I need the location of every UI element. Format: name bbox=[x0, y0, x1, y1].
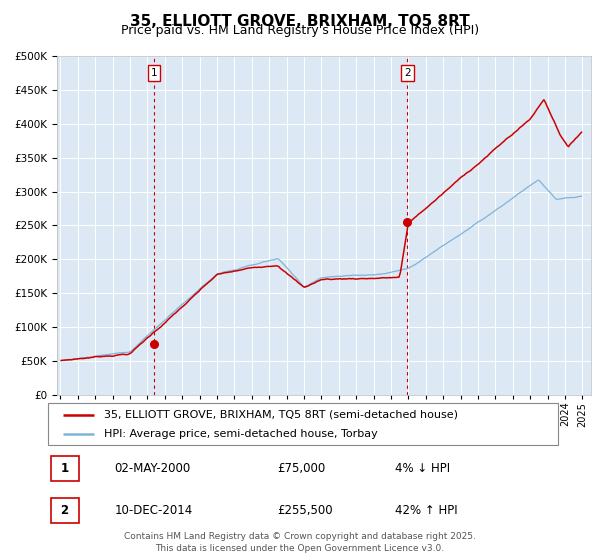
FancyBboxPatch shape bbox=[50, 455, 79, 480]
Text: £255,500: £255,500 bbox=[277, 504, 333, 517]
Text: 1: 1 bbox=[151, 68, 157, 78]
Text: 2: 2 bbox=[61, 504, 68, 517]
Text: HPI: Average price, semi-detached house, Torbay: HPI: Average price, semi-detached house,… bbox=[104, 429, 378, 439]
Text: Price paid vs. HM Land Registry's House Price Index (HPI): Price paid vs. HM Land Registry's House … bbox=[121, 24, 479, 37]
Text: 35, ELLIOTT GROVE, BRIXHAM, TQ5 8RT (semi-detached house): 35, ELLIOTT GROVE, BRIXHAM, TQ5 8RT (sem… bbox=[104, 409, 458, 419]
FancyBboxPatch shape bbox=[50, 498, 79, 523]
FancyBboxPatch shape bbox=[48, 403, 558, 445]
Text: 02-MAY-2000: 02-MAY-2000 bbox=[114, 461, 191, 474]
Text: 10-DEC-2014: 10-DEC-2014 bbox=[114, 504, 193, 517]
Text: 4% ↓ HPI: 4% ↓ HPI bbox=[395, 461, 450, 474]
Text: £75,000: £75,000 bbox=[277, 461, 326, 474]
Text: Contains HM Land Registry data © Crown copyright and database right 2025.
This d: Contains HM Land Registry data © Crown c… bbox=[124, 532, 476, 553]
Text: 42% ↑ HPI: 42% ↑ HPI bbox=[395, 504, 457, 517]
Text: 1: 1 bbox=[61, 461, 68, 474]
Text: 2: 2 bbox=[404, 68, 411, 78]
Text: 35, ELLIOTT GROVE, BRIXHAM, TQ5 8RT: 35, ELLIOTT GROVE, BRIXHAM, TQ5 8RT bbox=[130, 14, 470, 29]
